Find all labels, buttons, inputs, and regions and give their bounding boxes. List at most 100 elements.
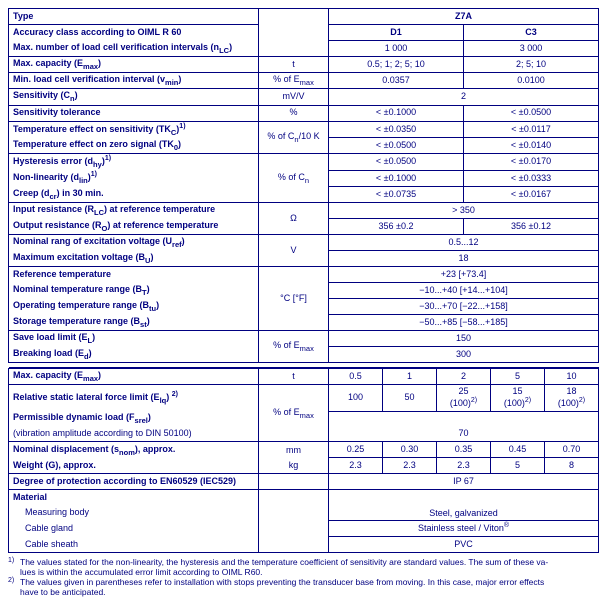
- tkc-c3: < ±0.0117: [464, 121, 599, 138]
- snom-v0: 0.25: [329, 442, 383, 458]
- reftemp-val: +23 [+73.4]: [329, 267, 599, 283]
- u-unit: V: [259, 235, 329, 267]
- footnote-2b: have to be anticipated.: [20, 587, 106, 597]
- row2-fsrel: Permissible dynamic load (Fsrel): [9, 411, 259, 426]
- header-d1: D1: [329, 25, 464, 41]
- emax-v0: 0.5: [329, 369, 383, 385]
- snom-v1: 0.30: [383, 442, 437, 458]
- row-dhy: Hysteresis error (dhy)1): [9, 154, 259, 171]
- vmin-d1: 0.0357: [329, 73, 464, 89]
- load-unit: % of Emax: [259, 331, 329, 363]
- snom-v3: 0.45: [491, 442, 545, 458]
- row-btu: Operating temperature range (Btu): [9, 299, 259, 315]
- gland-val: Stainless steel / Viton®: [329, 520, 599, 536]
- g-v2: 2.3: [437, 458, 491, 474]
- senstol-d1: < ±0.1000: [329, 105, 464, 121]
- ip-val: IP 67: [329, 474, 599, 490]
- temp-unit: °C [°F]: [259, 267, 329, 331]
- spec-table-1: Type Z7A Accuracy class according to OIM…: [8, 8, 599, 368]
- nlc-c3: 3 000: [464, 41, 599, 57]
- row2-gland: Cable gland: [9, 520, 259, 536]
- row2-g: Weight (G), approx.: [9, 458, 259, 474]
- footnotes: 1) The values stated for the non-lineari…: [8, 557, 598, 598]
- row-senstol: Sensitivity tolerance: [9, 105, 259, 121]
- cn-val: 2: [329, 89, 599, 105]
- rlc-val: > 350: [329, 203, 599, 219]
- ed-val: 300: [329, 347, 599, 363]
- emax2-unit: t: [259, 369, 329, 385]
- g-v3: 5: [491, 458, 545, 474]
- row-uref: Nominal rang of excitation voltage (Uref…: [9, 235, 259, 251]
- elq-v2: 25(100)2): [437, 385, 491, 412]
- bu-val: 18: [329, 251, 599, 267]
- senstol-unit: %: [259, 105, 329, 121]
- vmin-c3: 0.0100: [464, 73, 599, 89]
- row2-sheath: Cable sheath: [9, 536, 259, 552]
- row-el: Save load limit (EL): [9, 331, 259, 347]
- emax-c3: 2; 5; 10: [464, 57, 599, 73]
- emax-v4: 10: [545, 369, 599, 385]
- ro-d1: 356 ±0.2: [329, 219, 464, 235]
- row2-emax: Max. capacity (Emax): [9, 369, 259, 385]
- footnote-2a: The values given in parentheses refer to…: [20, 577, 544, 587]
- row-bst: Storage temperature range (Bst): [9, 315, 259, 331]
- row2-material: Material: [9, 490, 259, 506]
- tkc-d1: < ±0.0350: [329, 121, 464, 138]
- d-unit: % of Cn: [259, 154, 329, 203]
- tk0-d1: < ±0.0500: [329, 138, 464, 154]
- snom-v4: 0.70: [545, 442, 599, 458]
- row-rlc: Input resistance (RLC) at reference temp…: [9, 203, 259, 219]
- btu-val: −30...+70 [−22...+158]: [329, 299, 599, 315]
- dhy-c3: < ±0.0170: [464, 154, 599, 171]
- spec-table-2: Max. capacity (Emax) t 0.5 1 2 5 10 Rela…: [8, 368, 599, 553]
- tk0-c3: < ±0.0140: [464, 138, 599, 154]
- row2-vib: (vibration amplitude according to DIN 50…: [9, 426, 259, 442]
- g-v1: 2.3: [383, 458, 437, 474]
- ro-c3: 356 ±0.12: [464, 219, 599, 235]
- dhy-d1: < ±0.0500: [329, 154, 464, 171]
- row2-ip: Degree of protection according to EN6052…: [9, 474, 259, 490]
- elq-v0: 100: [329, 385, 383, 412]
- row-bt: Nominal temperature range (BT): [9, 283, 259, 299]
- row2-mbody: Measuring body: [9, 505, 259, 520]
- senstol-c3: < ±0.0500: [464, 105, 599, 121]
- elq-unit: % of Emax: [259, 385, 329, 442]
- row-dcr: Creep (dcr) in 30 min.: [9, 187, 259, 203]
- footnote-1b: lues is within the accumulated error lim…: [20, 567, 263, 577]
- row2-elq: Relative static lateral force limit (Elq…: [9, 385, 259, 412]
- row-nlc: Max. number of load cell verification in…: [9, 41, 259, 57]
- header-model: Z7A: [329, 9, 599, 25]
- row-vmin: Min. load cell verification interval (vm…: [9, 73, 259, 89]
- r-unit: Ω: [259, 203, 329, 235]
- emax-v3: 5: [491, 369, 545, 385]
- header-type: Type: [9, 9, 259, 25]
- nlc-d1: 1 000: [329, 41, 464, 57]
- emax-v2: 2: [437, 369, 491, 385]
- uref-val: 0.5...12: [329, 235, 599, 251]
- mbody-val: Steel, galvanized: [329, 490, 599, 521]
- sheath-val: PVC: [329, 536, 599, 552]
- bt-val: −10...+40 [+14...+104]: [329, 283, 599, 299]
- row-cn: Sensitivity (Cn): [9, 89, 259, 105]
- g-v0: 2.3: [329, 458, 383, 474]
- row-ro: Output resistance (RO) at reference temp…: [9, 219, 259, 235]
- tk-unit: % of Cn/10 K: [259, 121, 329, 154]
- dcr-c3: < ±0.0167: [464, 187, 599, 203]
- dcr-d1: < ±0.0735: [329, 187, 464, 203]
- dlin-c3: < ±0.0333: [464, 170, 599, 186]
- row-emax: Max. capacity (Emax): [9, 57, 259, 73]
- bst-val: −50...+85 [−58...+185]: [329, 315, 599, 331]
- g-v4: 8: [545, 458, 599, 474]
- row-tk0: Temperature effect on zero signal (TK0): [9, 138, 259, 154]
- row-tkc: Temperature effect on sensitivity (TKC)1…: [9, 121, 259, 138]
- row-reftemp: Reference temperature: [9, 267, 259, 283]
- el-val: 150: [329, 331, 599, 347]
- vmin-unit: % of Emax: [259, 73, 329, 89]
- cn-unit: mV/V: [259, 89, 329, 105]
- emax-d1: 0.5; 1; 2; 5; 10: [329, 57, 464, 73]
- emax-unit: t: [259, 57, 329, 73]
- footnote-1a: The values stated for the non-linearity,…: [20, 557, 548, 567]
- row-ed: Breaking load (Ed): [9, 347, 259, 363]
- row-accuracy: Accuracy class according to OIML R 60: [9, 25, 259, 41]
- g-unit: kg: [259, 458, 329, 474]
